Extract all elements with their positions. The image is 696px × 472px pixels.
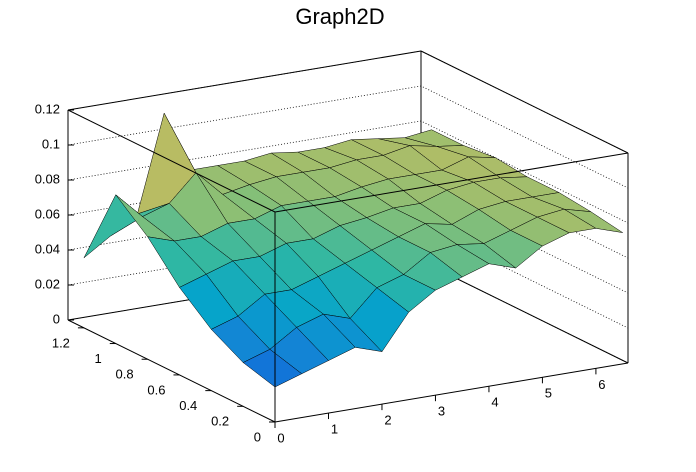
z-tick-label: 0	[53, 311, 60, 326]
box-edge	[67, 109, 276, 213]
box-edge	[67, 50, 422, 111]
y-tick-label: 0.4	[179, 398, 197, 413]
y-tick-label: 0.6	[147, 382, 165, 397]
x-tick-label: 1	[331, 421, 338, 436]
y-tick-label: 0	[254, 429, 261, 444]
x-tick-label: 4	[491, 395, 498, 410]
x-tick-label: 2	[384, 413, 391, 428]
x-tick-label: 6	[598, 377, 605, 392]
box-edge	[67, 319, 276, 423]
surface-cell	[242, 349, 303, 388]
z-tick-label: 0.06	[35, 206, 60, 221]
chart-title: Graph2D	[295, 4, 384, 29]
z-tick-label: 0.1	[42, 136, 60, 151]
z-tick-label: 0.04	[35, 241, 60, 256]
box-edge	[274, 362, 629, 423]
z-tick-label: 0.08	[35, 171, 60, 186]
y-tick-label: 0.8	[116, 367, 134, 382]
box-edge	[274, 152, 629, 213]
y-tick-label: 1.2	[52, 335, 70, 350]
x-tick-label: 5	[545, 386, 552, 401]
grid-line	[67, 50, 629, 154]
x-tick-label: 0	[277, 430, 284, 445]
y-tick-label: 1	[95, 351, 102, 366]
z-tick-label: 0.02	[35, 276, 60, 291]
box-edge	[420, 50, 629, 154]
x-tick-label: 3	[438, 404, 445, 419]
z-tick-label: 0.12	[35, 101, 60, 116]
y-tick-label: 0.2	[211, 414, 229, 429]
